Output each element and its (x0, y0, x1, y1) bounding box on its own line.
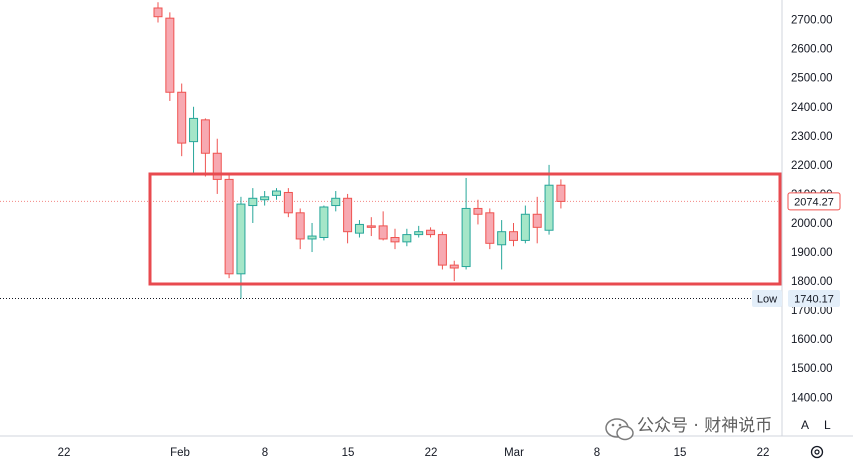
wechat-icon (605, 418, 634, 441)
range-box[interactable] (148, 172, 782, 286)
time-tick-label: Feb (170, 447, 190, 459)
candle-up (354, 223, 364, 234)
candle-down (165, 17, 175, 93)
time-tick-label: 22 (425, 447, 438, 459)
candle-up (461, 207, 471, 268)
candle-up (260, 196, 270, 201)
time-tick-label: 15 (342, 447, 355, 459)
price-axis[interactable]: 1400.00 1500.00 1600.00 1700.00 1800.00 1900.… (791, 15, 833, 405)
price-tick-label: 1800.00 (791, 276, 833, 288)
candle-up (402, 234, 412, 243)
candle-down (485, 212, 495, 244)
price-tick-label: 1500.00 (791, 363, 833, 375)
log-scale-label[interactable]: L (824, 418, 831, 432)
auto-scale-button[interactable]: A (801, 418, 809, 432)
candle-down (283, 191, 293, 214)
candle-up (189, 117, 199, 143)
candle-down (426, 229, 436, 236)
price-tick-label: 2400.00 (791, 102, 833, 114)
time-tick-label: 22 (58, 447, 71, 459)
candle-up (497, 231, 507, 246)
price-tick-label: 2300.00 (791, 131, 833, 143)
price-tick-label: 2600.00 (791, 44, 833, 56)
last-price-tag: 2074.27 (787, 192, 841, 211)
time-tick-label: 22 (757, 447, 770, 459)
price-tick-label: 2200.00 (791, 160, 833, 172)
candle-up (319, 206, 329, 239)
candle-up (272, 190, 281, 196)
candle-down (153, 7, 163, 18)
time-tick-label: 15 (674, 447, 687, 459)
watermark-text: 公众号 · 财神说币 (637, 416, 772, 436)
log-scale-button[interactable]: L (824, 418, 831, 432)
time-tick-label: 8 (594, 447, 600, 459)
price-tick-label: 2000.00 (791, 218, 833, 230)
candle-down (556, 184, 566, 202)
candle-up (248, 197, 258, 207)
price-tick-label: 1400.00 (791, 392, 833, 404)
candle-up (331, 197, 341, 207)
time-axis[interactable]: 22 Feb 8 15 22 Mar 8 15 22 (58, 447, 770, 459)
candle-down (343, 197, 353, 233)
candle-down (473, 207, 483, 215)
candle-up (414, 231, 424, 236)
price-tick-label: 1900.00 (791, 247, 833, 259)
candle-down (224, 178, 234, 275)
last-price-label: 2074.27 (794, 196, 834, 208)
low-tag: Low 1740.17 (752, 289, 840, 307)
candle-down (295, 212, 305, 240)
candle-up (520, 213, 530, 241)
price-tick-label: 1700.00 (791, 305, 833, 317)
candles (153, 2, 566, 299)
auto-scale-label[interactable]: A (801, 418, 809, 432)
watermark: 公众号 · 财神说币 (605, 416, 772, 441)
price-tick-label: 1600.00 (791, 334, 833, 346)
candle-down (509, 231, 518, 241)
low-name-label: Low (757, 293, 777, 305)
candle-up (236, 203, 246, 275)
candle-down (390, 237, 400, 243)
candle-down (449, 264, 459, 269)
candle-down (437, 234, 447, 266)
time-tick-label: 8 (262, 447, 268, 459)
time-tick-label: Mar (504, 447, 524, 459)
settings-gear-icon[interactable] (810, 445, 824, 459)
price-tick-label: 2700.00 (791, 15, 833, 27)
candle-up (307, 235, 317, 240)
price-tick-label: 2500.00 (791, 73, 833, 85)
low-value-label: 1740.17 (794, 293, 834, 305)
candle-down (532, 213, 542, 228)
candle-down (378, 225, 388, 240)
candle-up (544, 184, 554, 231)
candle-down (366, 225, 376, 228)
candle-down (212, 152, 222, 180)
candle-down (200, 119, 210, 154)
candle-down (177, 91, 187, 144)
